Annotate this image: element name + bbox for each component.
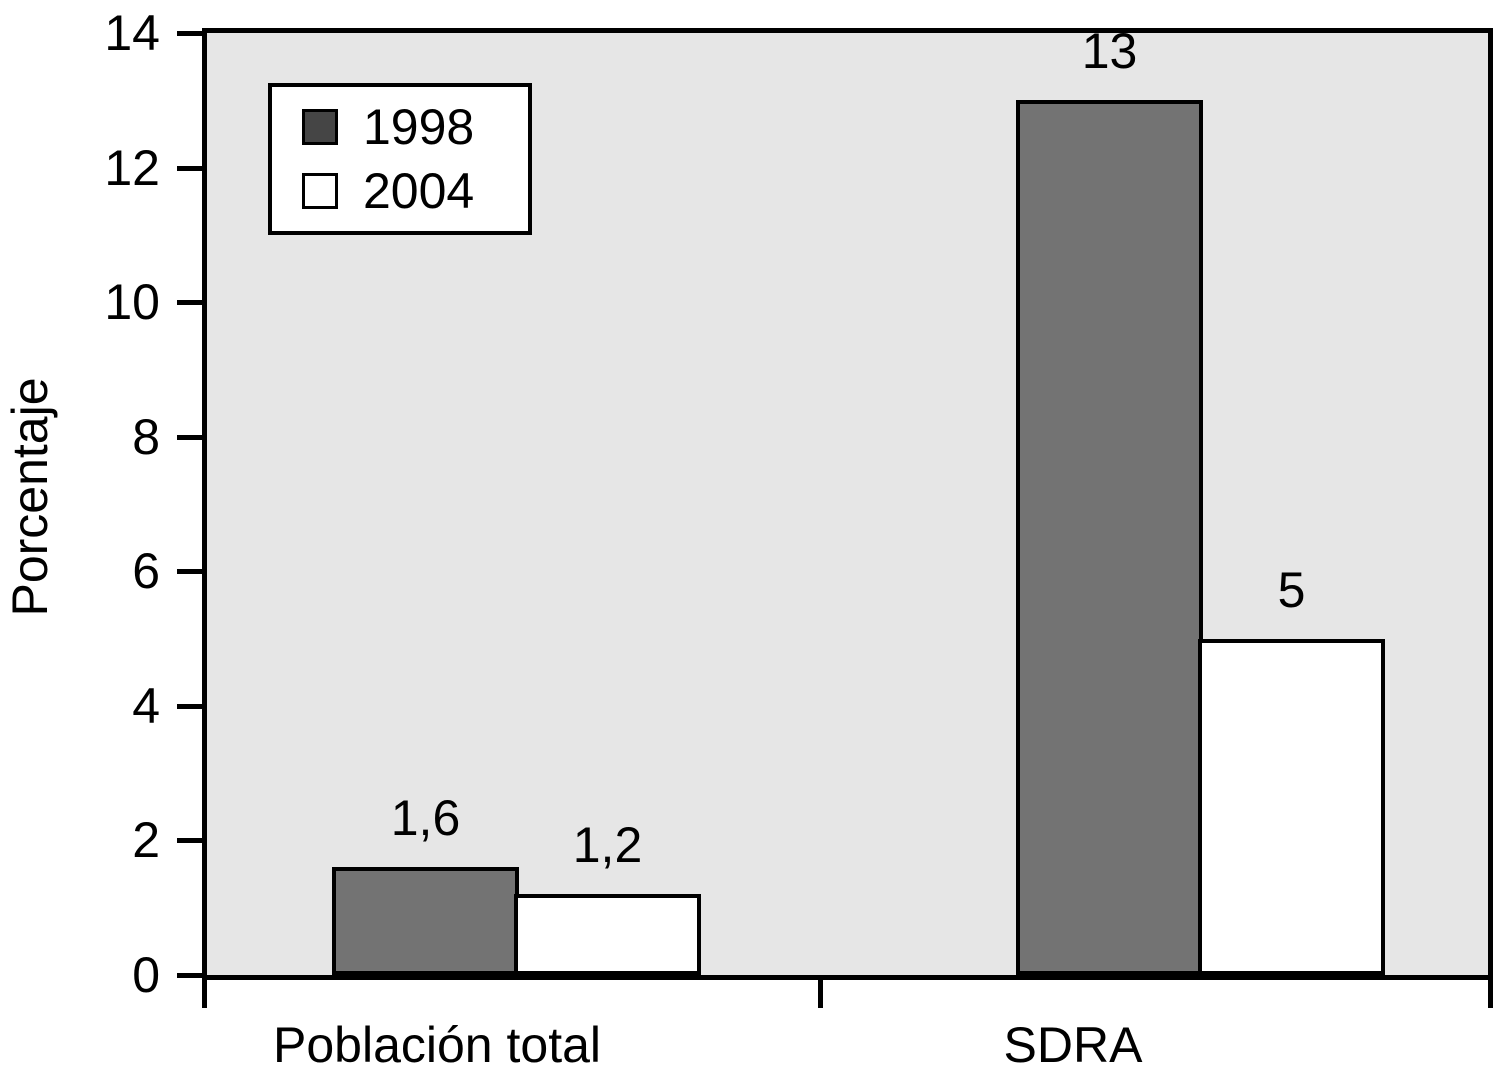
legend-swatch-2004 bbox=[302, 173, 338, 209]
y-axis-tick bbox=[177, 703, 202, 709]
y-tick-label: 0 bbox=[132, 947, 160, 1003]
y-axis-tick bbox=[177, 165, 202, 171]
plot-area: 1,6 1,2 13 5 1998 2004 bbox=[202, 24, 1493, 980]
bar-value-label: 1,6 bbox=[390, 790, 461, 846]
y-tick-label: 2 bbox=[132, 812, 160, 869]
legend: 1998 2004 bbox=[268, 83, 532, 235]
bar-1998-cat0 bbox=[332, 867, 519, 975]
y-axis-tick bbox=[177, 838, 202, 844]
y-axis-tick bbox=[177, 31, 202, 36]
y-tick-label: 12 bbox=[104, 139, 160, 196]
x-axis-tick bbox=[818, 975, 823, 1008]
legend-row: 1998 bbox=[302, 99, 528, 155]
legend-label: 1998 bbox=[363, 99, 475, 155]
y-tick-label: 8 bbox=[132, 408, 160, 465]
bar-value-label: 5 bbox=[1277, 562, 1306, 618]
y-axis-tick bbox=[177, 973, 202, 978]
y-tick-label: 4 bbox=[132, 677, 160, 734]
x-axis-tick bbox=[1488, 975, 1493, 1008]
legend-swatch-1998 bbox=[302, 109, 338, 145]
bar-2004-cat0 bbox=[514, 894, 701, 975]
y-axis-tick bbox=[177, 569, 202, 575]
x-category-label: SDRA bbox=[1003, 1017, 1143, 1073]
y-tick-label: 14 bbox=[104, 5, 160, 61]
x-axis-tick bbox=[202, 975, 207, 1008]
bar-1998-cat1 bbox=[1016, 100, 1203, 975]
legend-label: 2004 bbox=[363, 163, 475, 219]
y-tick-label: 6 bbox=[132, 543, 160, 600]
bar-value-label: 1,2 bbox=[572, 817, 643, 873]
bar-2004-cat1 bbox=[1198, 639, 1385, 975]
bar-value-label: 13 bbox=[1081, 23, 1138, 79]
y-tick-label: 10 bbox=[104, 274, 160, 331]
y-axis-tick bbox=[177, 300, 202, 306]
y-axis-tick bbox=[177, 434, 202, 440]
legend-row: 2004 bbox=[302, 163, 528, 219]
x-category-label: Población total bbox=[272, 1017, 602, 1073]
